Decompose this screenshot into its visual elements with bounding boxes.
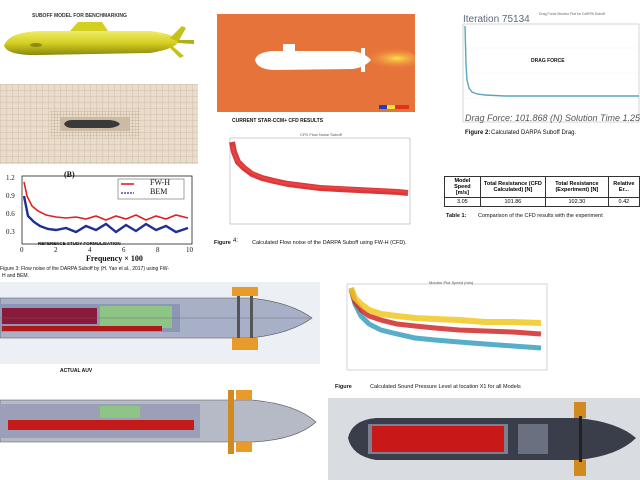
reference-study-panel: (B) FW-H BEM REFERENCE STUDY FORMULISATI… [0, 166, 200, 266]
results-table-panel: Model Speed [m/s] Total Resistance (CFD … [444, 176, 640, 226]
drag-inner-label: DRAG FORCE [531, 58, 565, 64]
table-cell: 3.05 [444, 197, 481, 207]
xtick-6: 10 [186, 246, 193, 254]
solution-time-value: Solution Time 1.25 [565, 113, 640, 123]
table-row: 3.05 101.86 102.30 0.42 [444, 197, 640, 207]
xtick-3: 4 [88, 246, 92, 254]
bem-series [22, 195, 189, 234]
table-caption: Comparison of the CFD results with the e… [478, 213, 603, 219]
suboff-title: SUBOFF MODEL FOR BENCHMARKING [32, 13, 127, 19]
mesh-render [0, 84, 198, 164]
drag-force-chart [462, 23, 640, 123]
drag-force-panel: Iteration 75134 Drag Force Monitor Plot … [455, 4, 640, 152]
reference-chart [21, 175, 193, 245]
cfd-contour-render [217, 14, 415, 112]
flow-noise-chart [229, 137, 411, 225]
flow-noise-title: CFD Flow Noise Suboff [300, 132, 342, 137]
table-header: Total Resistance (Experiment) [N] [545, 176, 609, 198]
flow-noise-panel: CFD Flow Noise Suboff [218, 128, 418, 233]
ytick-2: 0.9 [6, 192, 15, 200]
table-header: Total Resistance (CFD Calculated) [N] [479, 176, 547, 198]
reference-caption-2: H and BEM. [2, 273, 29, 279]
iteration-label: Iteration 75134 [463, 14, 530, 25]
ytick-4: 0.3 [6, 228, 15, 236]
flow-noise-figure-label: Figure [214, 240, 231, 246]
table-cell: 101.86 [479, 197, 547, 207]
table-header: Relative Er... [607, 176, 640, 198]
xtick-4: 6 [122, 246, 126, 254]
reference-xlabel: Frequency × 100 [86, 254, 143, 263]
drag-figure-label: Figure 2: [465, 130, 491, 136]
actual-auv-render [0, 390, 317, 454]
drag-caption: Calculated DARPA Suboff Drag. [491, 130, 577, 136]
auv-model-render-2 [328, 398, 640, 480]
xtick-2: 2 [54, 246, 58, 254]
results-table: Model Speed [m/s] Total Resistance (CFD … [444, 176, 640, 207]
reference-overlay-label: REFERENCE STUDY FORMULISATION [38, 241, 121, 246]
spl-caption: Calculated Sound Pressure Level at locat… [370, 384, 521, 390]
ytick-1: 1.2 [6, 174, 15, 182]
suboff-hull-render [4, 22, 194, 58]
reference-caption-1: Figure 3: Flow noise of the DARPA Suboff… [0, 266, 170, 272]
reference-tag: (B) [64, 170, 75, 179]
xtick-1: 0 [20, 246, 24, 254]
flow-noise-figure-num: 4: [233, 238, 239, 244]
spl-panel: Monitor Plot Speed (m/s) [335, 276, 555, 376]
table-cell: 0.42 [607, 197, 640, 207]
cfd-contour-panel [217, 14, 415, 112]
ytick-3: 0.6 [6, 210, 15, 218]
drag-force-value: Drag Force: 101.868 (N) [465, 113, 563, 123]
mesh-panel [0, 84, 198, 164]
cfd-subtitle: CURRENT STAR-CCM+ CFD RESULTS [232, 118, 324, 124]
fw-h-series [23, 181, 189, 221]
spl-chart-title: Monitor Plot Speed (m/s) [429, 280, 474, 285]
spl-chart [346, 283, 548, 371]
spl-figure-label: Figure [335, 384, 352, 390]
drag-series [464, 25, 639, 97]
table-caption-label: Table 1: [446, 213, 467, 219]
actual-auv-panel: ACTUAL AUV [0, 368, 322, 480]
table-cell: 102.30 [545, 197, 609, 207]
suboff-model-panel: SUBOFF MODEL FOR BENCHMARKING [0, 0, 200, 80]
legend-bem: BEM [150, 187, 168, 196]
xtick-5: 8 [156, 246, 160, 254]
flow-noise-caption: Calculated Flow noise of the DARPA Subof… [252, 240, 407, 246]
actual-auv-label: ACTUAL AUV [60, 368, 93, 374]
auv-model-render-1 [0, 282, 320, 364]
legend-fw-h: FW-H [150, 178, 170, 187]
drag-chart-title: Drag Force Monitor Plot for DARPA Suboff [539, 12, 605, 16]
table-header: Model Speed [m/s] [444, 176, 481, 198]
